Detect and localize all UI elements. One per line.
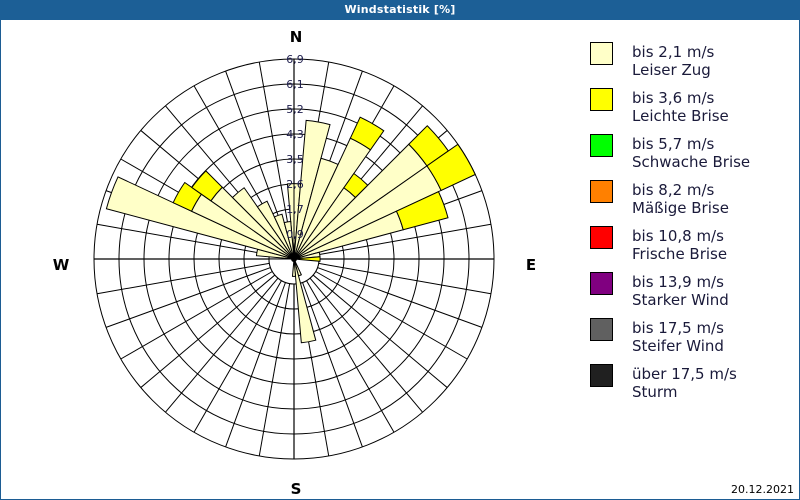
date-stamp: 20.12.2021 (731, 483, 794, 496)
legend-range: bis 5,7 m/s (632, 135, 715, 153)
wind-rose-chart: 0,9 1,7 2,6 3,5 4,3 5,2 6,1 6,9 N E S W (53, 28, 536, 498)
compass-east-label: E (526, 256, 536, 274)
window-title: Windstatistik [%] (0, 0, 800, 20)
legend-range: bis 8,2 m/s (632, 181, 715, 199)
legend-swatch (590, 134, 613, 157)
legend-label: Starker Wind (632, 291, 729, 309)
legend-range: bis 17,5 m/s (632, 319, 724, 337)
compass-west-label: W (53, 256, 70, 274)
compass-north-label: N (290, 28, 303, 46)
svg-text:0,9: 0,9 (286, 228, 304, 241)
legend-range: bis 10,8 m/s (632, 227, 724, 245)
legend-range: bis 3,6 m/s (632, 89, 715, 107)
svg-text:3,5: 3,5 (286, 153, 304, 166)
legend-label: Frische Brise (632, 245, 728, 263)
compass-south-label: S (291, 480, 302, 498)
legend-label: Mäßige Brise (632, 199, 729, 217)
legend-swatch (590, 318, 613, 341)
svg-text:6,1: 6,1 (286, 78, 304, 91)
svg-text:6,9: 6,9 (286, 53, 304, 66)
legend-range: bis 2,1 m/s (632, 43, 715, 61)
legend-swatch (590, 272, 613, 295)
legend-label: Schwache Brise (632, 153, 751, 171)
wind-sectors (105, 116, 476, 344)
svg-text:4,3: 4,3 (286, 128, 304, 141)
legend-range: über 17,5 m/s (632, 365, 737, 383)
legend-range: bis 13,9 m/s (632, 273, 724, 291)
svg-text:5,2: 5,2 (286, 103, 304, 116)
radial-tick-labels: 0,9 1,7 2,6 3,5 4,3 5,2 6,1 6,9 (286, 53, 304, 262)
legend-swatch (590, 180, 613, 203)
legend-swatch (590, 88, 613, 111)
svg-text:2,6: 2,6 (286, 178, 304, 191)
legend-swatch (590, 226, 613, 249)
legend-label: Steifer Wind (632, 337, 724, 355)
polar-grid (93, 58, 495, 460)
legend-swatch (590, 42, 613, 65)
svg-text:1,7: 1,7 (286, 203, 304, 216)
legend-swatch (590, 364, 613, 387)
legend-label: Leiser Zug (632, 61, 711, 79)
legend-label: Leichte Brise (632, 107, 729, 125)
legend-label: Sturm (632, 383, 678, 401)
